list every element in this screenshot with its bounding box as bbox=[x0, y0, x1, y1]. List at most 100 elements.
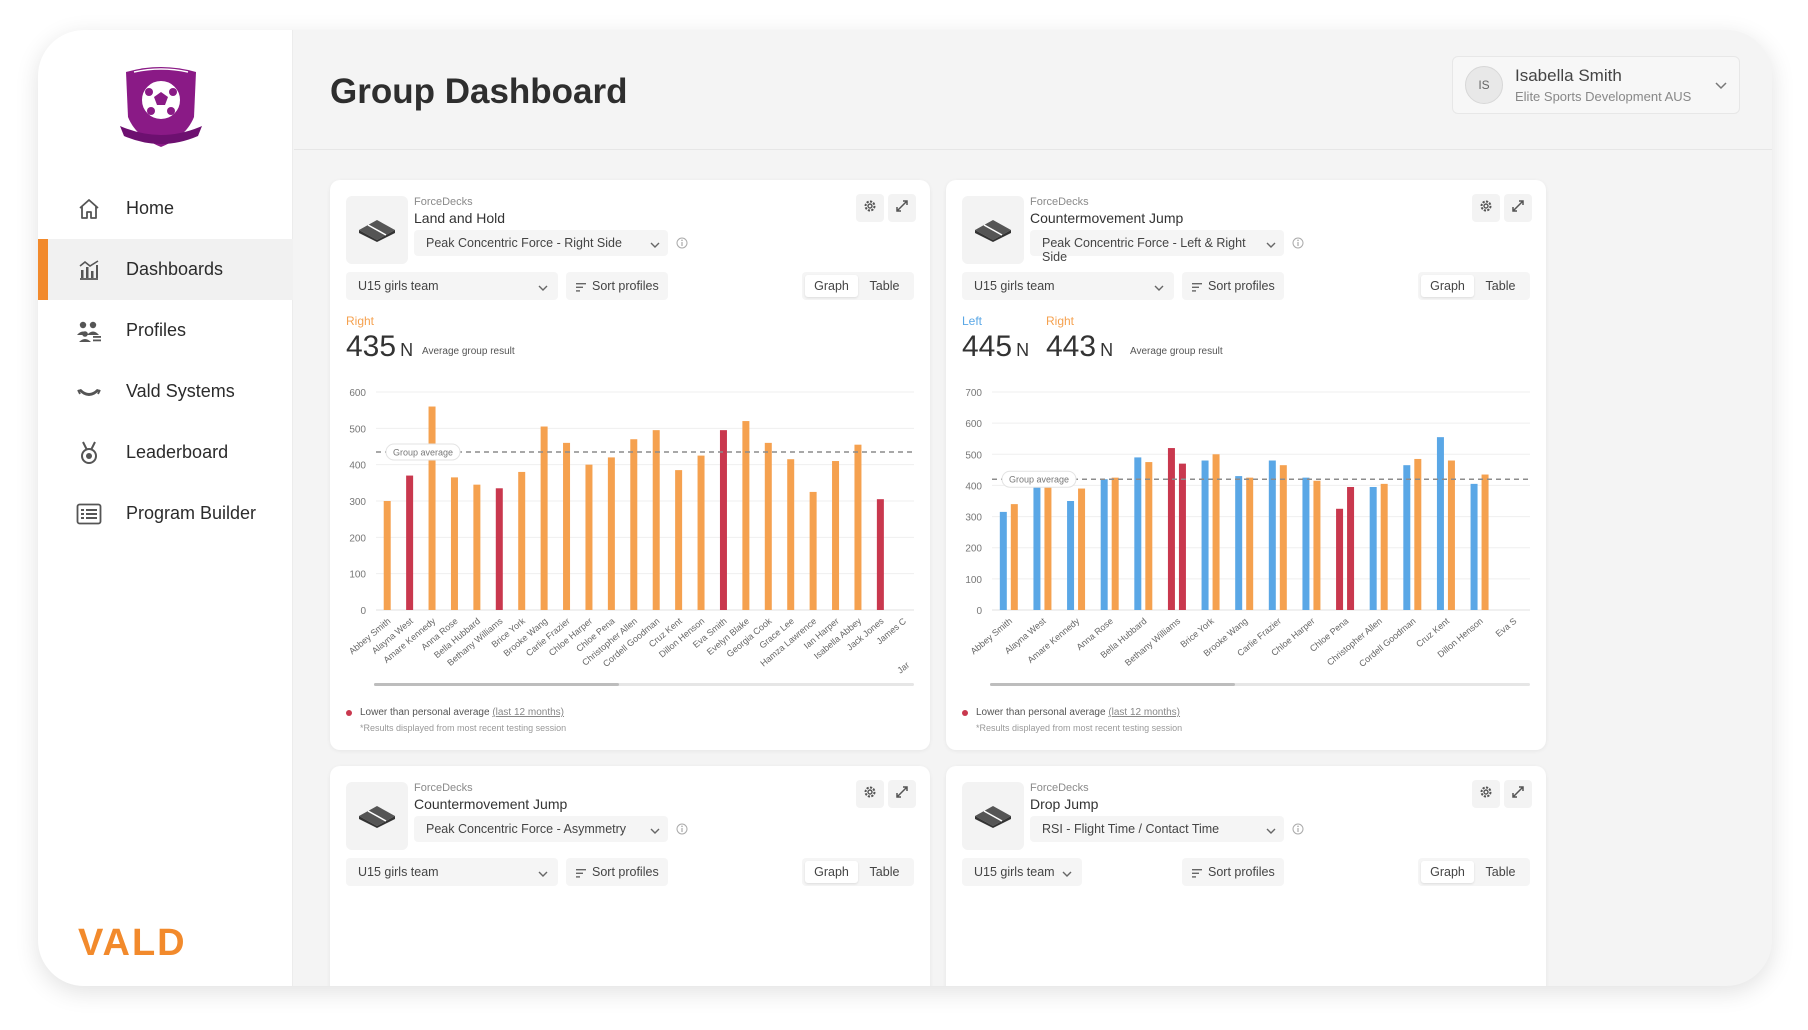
table-tab[interactable]: Table bbox=[869, 865, 900, 879]
metric-select[interactable]: Peak Concentric Force - Asymmetry bbox=[414, 816, 668, 842]
y-tick-label: 0 bbox=[360, 606, 366, 617]
expand-button[interactable] bbox=[1504, 780, 1532, 808]
sort-profiles-button[interactable]: Sort profiles bbox=[1182, 272, 1284, 300]
card-title: Drop Jump bbox=[1030, 796, 1099, 812]
main-nav: Home Dashboards Profiles Vald Systems bbox=[38, 178, 293, 544]
user-menu[interactable]: IS Isabella Smith Elite Sports Developme… bbox=[1452, 56, 1740, 114]
graph-tab[interactable]: Graph bbox=[1421, 861, 1474, 883]
bar bbox=[832, 461, 840, 610]
table-tab[interactable]: Table bbox=[1485, 865, 1516, 879]
table-tab[interactable]: Table bbox=[869, 279, 900, 293]
card-title: Land and Hold bbox=[414, 210, 506, 226]
team-select[interactable]: U15 girls team bbox=[962, 858, 1082, 886]
group-average-label: Group average bbox=[1009, 475, 1069, 485]
forcedecks-icon bbox=[962, 782, 1024, 850]
bar bbox=[742, 421, 750, 610]
bar-left bbox=[1369, 486, 1377, 610]
legend-period-link[interactable]: (last 12 months) bbox=[492, 707, 565, 718]
card-source: ForceDecks bbox=[1030, 196, 1089, 208]
footnote: *Results displayed from most recent test… bbox=[360, 723, 567, 733]
info-icon[interactable] bbox=[1292, 236, 1304, 254]
nav-item-home[interactable]: Home bbox=[38, 178, 293, 239]
sort-profiles-label: Sort profiles bbox=[1208, 279, 1275, 293]
user-org: Elite Sports Development AUS bbox=[1515, 89, 1692, 104]
chevron-down-icon bbox=[1266, 824, 1276, 838]
bar-left bbox=[1235, 476, 1243, 610]
graph-tab[interactable]: Graph bbox=[805, 861, 858, 883]
settings-button[interactable] bbox=[1472, 194, 1500, 222]
nav-item-leaderboard[interactable]: Leaderboard bbox=[38, 422, 293, 483]
card-title: Countermovement Jump bbox=[1030, 210, 1184, 226]
metric-select[interactable]: Peak Concentric Force - Left & Right Sid… bbox=[1030, 230, 1284, 264]
dashboard-card: ForceDecks Countermovement Jump Peak Con… bbox=[946, 180, 1546, 750]
dashboard-icon bbox=[76, 257, 102, 283]
bar-left bbox=[1436, 437, 1444, 610]
chevron-down-icon bbox=[650, 824, 660, 838]
average-caption: Average group result bbox=[1130, 346, 1223, 357]
forcedecks-icon bbox=[346, 782, 408, 850]
nav-item-dashboards[interactable]: Dashboards bbox=[38, 239, 293, 300]
team-select[interactable]: U15 girls team bbox=[346, 272, 558, 300]
expand-button[interactable] bbox=[888, 780, 916, 808]
bar-right bbox=[1481, 474, 1489, 610]
bar bbox=[675, 470, 683, 610]
bar-right bbox=[1246, 477, 1254, 610]
settings-button[interactable] bbox=[856, 780, 884, 808]
sort-profiles-button[interactable]: Sort profiles bbox=[566, 272, 668, 300]
metric-select[interactable]: Peak Concentric Force - Right Side bbox=[414, 230, 668, 256]
team-select-value: U15 girls team bbox=[358, 865, 439, 879]
y-tick-label: 200 bbox=[965, 544, 982, 555]
forcedecks-icon bbox=[962, 196, 1024, 264]
y-tick-label: 300 bbox=[349, 497, 366, 508]
value-unit: N bbox=[400, 340, 414, 360]
bar bbox=[563, 442, 571, 610]
chevron-down-icon bbox=[1062, 867, 1072, 881]
nav-label: Profiles bbox=[126, 320, 187, 340]
settings-button[interactable] bbox=[856, 194, 884, 222]
legend-period-link[interactable]: (last 12 months) bbox=[1108, 707, 1181, 718]
nav-item-profiles[interactable]: Profiles bbox=[38, 300, 293, 361]
expand-button[interactable] bbox=[888, 194, 916, 222]
team-select[interactable]: U15 girls team bbox=[962, 272, 1174, 300]
sort-icon bbox=[1192, 867, 1202, 881]
bar-left bbox=[1134, 457, 1142, 610]
footnote: *Results displayed from most recent test… bbox=[976, 723, 1183, 733]
dashboard-card: ForceDecks Countermovement Jump Peak Con… bbox=[330, 766, 930, 986]
graph-tab[interactable]: Graph bbox=[805, 275, 858, 297]
info-icon[interactable] bbox=[1292, 822, 1304, 840]
app-window: Home Dashboards Profiles Vald Systems bbox=[38, 30, 1772, 986]
nav-label: Leaderboard bbox=[126, 442, 229, 462]
metric-select-value: Peak Concentric Force - Left & Right Sid… bbox=[1042, 236, 1246, 264]
team-select[interactable]: U15 girls team bbox=[346, 858, 558, 886]
legend-text: Lower than personal average (last 12 mon… bbox=[360, 707, 564, 718]
expand-icon bbox=[895, 199, 909, 218]
bar bbox=[428, 406, 436, 610]
bar-left bbox=[1336, 508, 1344, 610]
bar bbox=[495, 488, 503, 610]
info-icon[interactable] bbox=[676, 822, 688, 840]
metric-select[interactable]: RSI - Flight Time / Contact Time bbox=[1030, 816, 1284, 842]
nav-item-vald-systems[interactable]: Vald Systems bbox=[38, 361, 293, 422]
dashboard-card: ForceDecks Drop Jump RSI - Flight Time /… bbox=[946, 766, 1546, 986]
graph-tab[interactable]: Graph bbox=[1421, 275, 1474, 297]
bar bbox=[719, 430, 727, 610]
gear-icon bbox=[863, 785, 877, 804]
view-toggle: Graph Table bbox=[802, 272, 914, 300]
settings-button[interactable] bbox=[1472, 780, 1500, 808]
table-tab[interactable]: Table bbox=[1485, 279, 1516, 293]
group-average-label: Group average bbox=[393, 447, 453, 457]
x-tick-label: Eva S bbox=[1494, 616, 1519, 639]
sort-profiles-button[interactable]: Sort profiles bbox=[1182, 858, 1284, 886]
view-toggle: Graph Table bbox=[802, 858, 914, 886]
gear-icon bbox=[1479, 199, 1493, 218]
bar-right bbox=[1145, 462, 1153, 610]
nav-item-program-builder[interactable]: Program Builder bbox=[38, 483, 293, 544]
info-icon[interactable] bbox=[676, 236, 688, 254]
dashboard-card: ForceDecks Land and Hold Peak Concentric… bbox=[330, 180, 930, 750]
bar bbox=[854, 444, 862, 610]
bar bbox=[585, 464, 593, 610]
expand-button[interactable] bbox=[1504, 194, 1532, 222]
sort-profiles-button[interactable]: Sort profiles bbox=[566, 858, 668, 886]
x-tick-label: Jar bbox=[895, 660, 911, 676]
